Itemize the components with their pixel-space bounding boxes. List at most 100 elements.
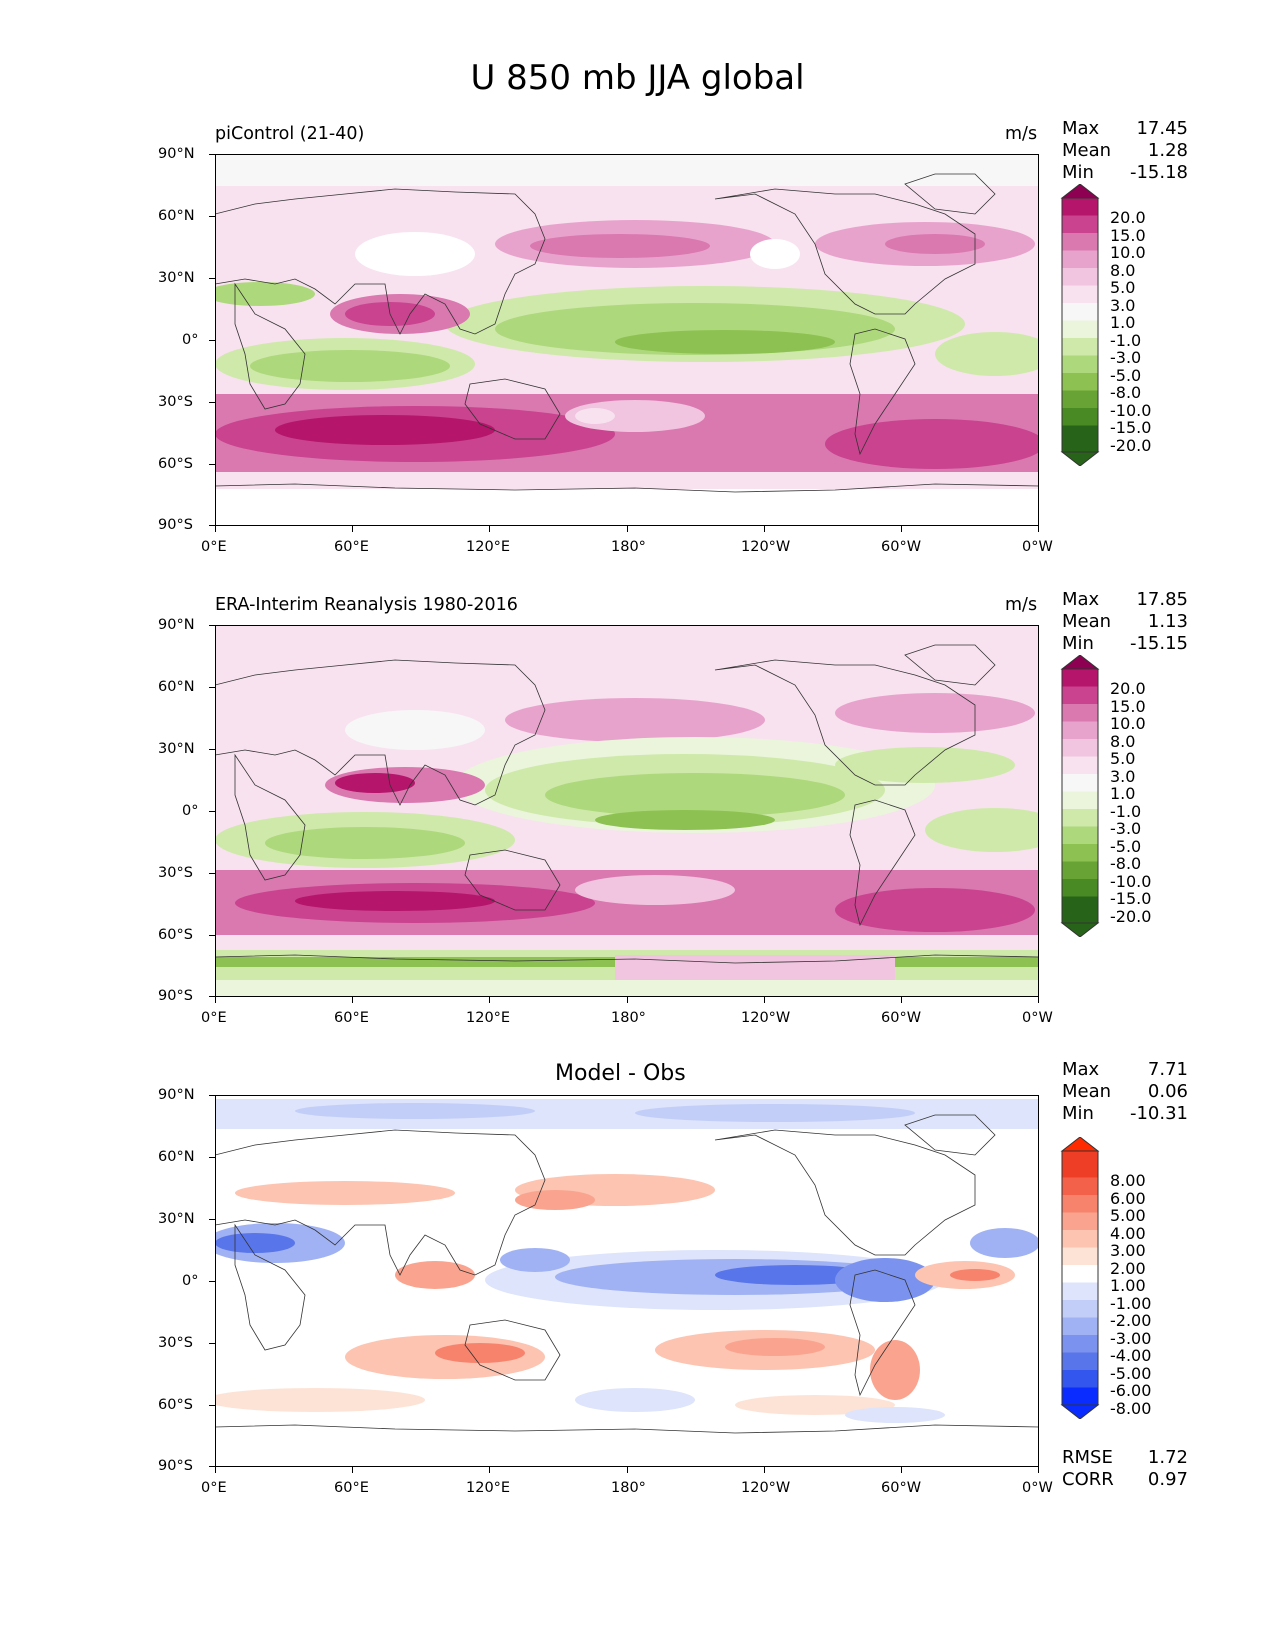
lat-label: 30°N bbox=[158, 1211, 195, 1227]
contour-map-svg bbox=[215, 154, 1039, 526]
panel-center-title: Model - Obs bbox=[555, 1061, 686, 1086]
lon-label: 0°W bbox=[1022, 539, 1053, 555]
stat-mean-label: Mean bbox=[1062, 611, 1112, 632]
colorbar-label: 8.0 bbox=[1110, 260, 1136, 280]
contour-map-svg bbox=[215, 625, 1039, 997]
lat-label: 60°S bbox=[158, 456, 193, 472]
colorbar-label: 20.0 bbox=[1110, 208, 1146, 227]
contour-map bbox=[215, 1095, 1039, 1467]
lon-tick bbox=[489, 526, 491, 532]
colorbar-svg bbox=[1060, 183, 1100, 467]
lat-label: 90°N bbox=[158, 1087, 195, 1103]
colorbar-label: 15.0 bbox=[1110, 225, 1146, 245]
lon-tick bbox=[215, 526, 217, 532]
colorbar-label: 8.0 bbox=[1110, 731, 1136, 751]
colorbar-label: -8.0 bbox=[1110, 383, 1142, 402]
lon-tick bbox=[901, 1467, 903, 1473]
lat-tick bbox=[209, 625, 215, 627]
lat-tick bbox=[209, 402, 215, 404]
colorbar-label: 1.00 bbox=[1110, 1276, 1146, 1295]
colorbar-label: 1.0 bbox=[1110, 784, 1136, 803]
lon-label: 60°W bbox=[881, 1480, 922, 1496]
lat-label: 90°N bbox=[158, 146, 195, 162]
colorbar-label: -3.00 bbox=[1110, 1328, 1152, 1348]
colorbar-label: 5.0 bbox=[1110, 278, 1136, 297]
lat-tick bbox=[209, 873, 215, 875]
lon-label: 60°W bbox=[881, 1010, 922, 1026]
stat-min-value: -15.15 bbox=[1129, 633, 1188, 654]
lat-label: 60°S bbox=[158, 927, 193, 943]
colorbar-label: 8.00 bbox=[1110, 1171, 1146, 1190]
panel-units: m/s bbox=[1005, 595, 1038, 615]
lat-label: 60°N bbox=[158, 208, 195, 224]
colorbar-label: -3.0 bbox=[1110, 819, 1142, 838]
rmse-value: 1.72 bbox=[1147, 1447, 1188, 1468]
colorbar-label: -6.00 bbox=[1110, 1381, 1152, 1400]
colorbar-label: 5.0 bbox=[1110, 749, 1136, 768]
map-panel-era-interim: ERA-Interim Reanalysis 1980-2016 m/s Max… bbox=[0, 589, 1275, 1049]
contour-map-svg bbox=[215, 1095, 1039, 1467]
colorbar-label: 20.0 bbox=[1110, 679, 1146, 698]
colorbar-svg bbox=[1060, 1136, 1100, 1420]
colorbar bbox=[1055, 183, 1105, 467]
stat-max-value: 7.71 bbox=[1147, 1059, 1188, 1080]
lat-tick bbox=[209, 1281, 215, 1283]
lat-label: 30°N bbox=[158, 741, 195, 757]
lat-tick bbox=[209, 1405, 215, 1407]
lon-tick bbox=[215, 997, 217, 1003]
lon-tick bbox=[1038, 1467, 1040, 1473]
lon-label: 0°E bbox=[201, 539, 227, 555]
lon-tick bbox=[489, 1467, 491, 1473]
lon-label: 180° bbox=[611, 1010, 646, 1026]
lat-label: 0° bbox=[182, 332, 199, 348]
stat-min-label: Min bbox=[1062, 162, 1094, 183]
stat-min-label: Min bbox=[1062, 1103, 1094, 1124]
lat-label: 0° bbox=[182, 803, 199, 819]
colorbar-label: -8.0 bbox=[1110, 854, 1142, 873]
lat-label: 30°S bbox=[158, 1335, 193, 1351]
colorbar-label: 3.00 bbox=[1110, 1241, 1146, 1260]
lon-label: 120°W bbox=[741, 1480, 791, 1496]
colorbar-label: 2.00 bbox=[1110, 1258, 1146, 1278]
lat-label: 90°S bbox=[158, 517, 193, 533]
panel-left-title: ERA-Interim Reanalysis 1980-2016 bbox=[215, 595, 518, 615]
colorbar-label: -2.00 bbox=[1110, 1311, 1152, 1330]
stat-max-label: Max bbox=[1062, 1059, 1100, 1080]
contour-map bbox=[215, 625, 1039, 997]
lat-tick bbox=[209, 687, 215, 689]
lat-tick bbox=[209, 1466, 215, 1468]
lon-tick bbox=[764, 526, 766, 532]
lon-tick bbox=[352, 997, 354, 1003]
lat-tick bbox=[209, 464, 215, 466]
lon-tick bbox=[1038, 997, 1040, 1003]
stat-min-value: -15.18 bbox=[1129, 162, 1188, 183]
lat-tick bbox=[209, 1219, 215, 1221]
lon-label: 0°E bbox=[201, 1010, 227, 1026]
stat-mean-value: 0.06 bbox=[1147, 1081, 1188, 1102]
colorbar-label: -10.0 bbox=[1110, 871, 1152, 891]
colorbar-label: -4.00 bbox=[1110, 1346, 1152, 1365]
stat-mean-label: Mean bbox=[1062, 140, 1112, 161]
lat-label: 90°S bbox=[158, 1458, 193, 1474]
lat-tick bbox=[209, 340, 215, 342]
colorbar-label: -5.00 bbox=[1110, 1363, 1152, 1383]
lon-label: 0°W bbox=[1022, 1010, 1053, 1026]
stat-mean-value: 1.28 bbox=[1147, 140, 1188, 161]
lat-tick bbox=[209, 216, 215, 218]
lon-tick bbox=[901, 997, 903, 1003]
lat-tick bbox=[209, 154, 215, 156]
lat-label: 30°N bbox=[158, 270, 195, 286]
stat-min-value: -10.31 bbox=[1129, 1103, 1188, 1124]
lat-label: 60°N bbox=[158, 679, 195, 695]
rmse-label: RMSE bbox=[1062, 1447, 1113, 1468]
lon-tick bbox=[901, 526, 903, 532]
lon-tick bbox=[627, 526, 629, 532]
lon-label: 180° bbox=[611, 539, 646, 555]
colorbar-label: -1.0 bbox=[1110, 330, 1142, 350]
lon-label: 120°E bbox=[466, 1480, 511, 1496]
lat-tick bbox=[209, 1343, 215, 1345]
lat-tick bbox=[209, 278, 215, 280]
stat-min-label: Min bbox=[1062, 633, 1094, 654]
corr-label: CORR bbox=[1062, 1469, 1114, 1490]
main-title: U 850 mb JJA global bbox=[470, 58, 805, 98]
